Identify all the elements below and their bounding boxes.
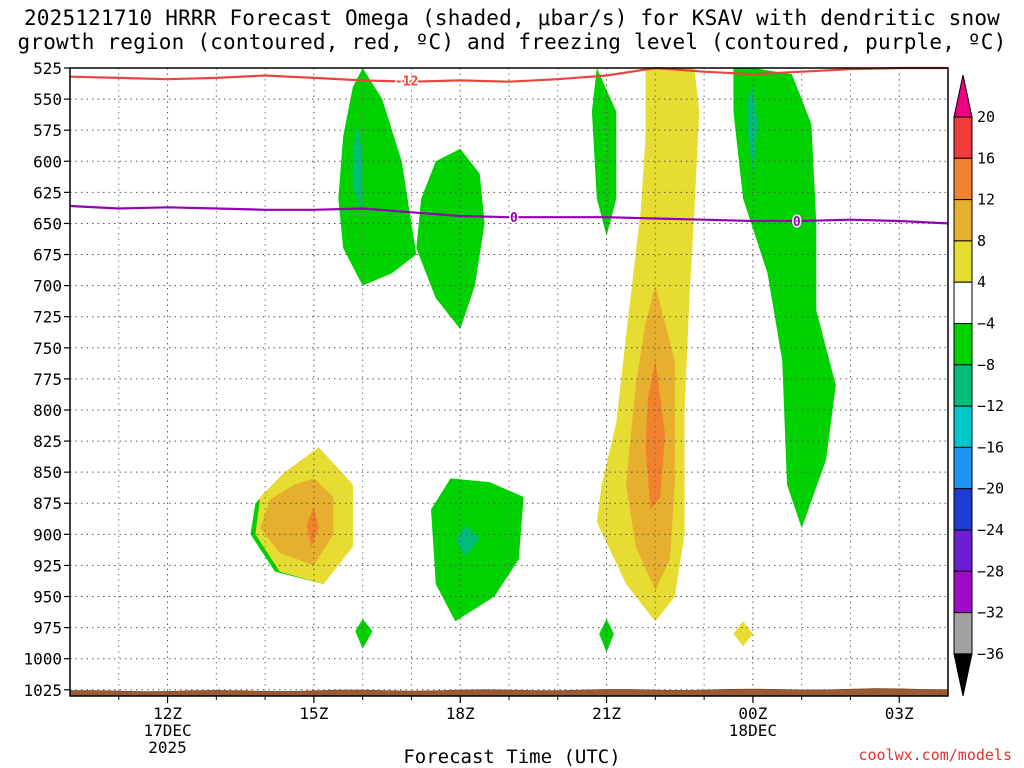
colorbar-bin-3 <box>953 240 973 283</box>
omega-region-12 <box>260 478 334 566</box>
x-tick-label-21Z: 21Z <box>592 704 621 723</box>
omega-shading <box>250 68 836 653</box>
y-tick-label-650: 650 <box>33 214 62 233</box>
colorbar: 20 16 12 8 4 −4 −8 −12 −16 −20 −24 −28 −32 −36 <box>953 74 1004 697</box>
freezing-level-label-1: 0 <box>793 215 801 230</box>
ground-band <box>69 688 949 697</box>
omega-region-15 <box>352 124 363 211</box>
x-tick-year-12Z: 2025 <box>148 738 187 757</box>
y-tick-label-1025: 1025 <box>23 681 62 700</box>
colorbar-bin-10 <box>953 529 973 572</box>
colorbar-bin-11 <box>953 570 973 614</box>
chart-title: 2025121710 HRRR Forecast Omega (shaded, … <box>0 6 1024 54</box>
y-tick-label-750: 750 <box>33 339 62 358</box>
x-axis-title: Forecast Time (UTC) <box>403 746 621 768</box>
colorbar-bin-2 <box>953 199 973 242</box>
colorbar-bottom-arrow <box>953 653 973 697</box>
y-tick-label-700: 700 <box>33 277 62 296</box>
title-line-2: growth region (contoured, red, ºC) and f… <box>17 30 1007 54</box>
colorbar-label-11: −28 <box>977 562 1004 580</box>
omega-region-1 <box>416 148 485 330</box>
y-tick-label-850: 850 <box>33 463 62 482</box>
colorbar-label-13: −36 <box>977 645 1004 663</box>
x-tick-date-12Z: 17DEC <box>143 721 191 740</box>
x-tick-label-15Z: 15Z <box>299 704 328 723</box>
colorbar-label-3: 8 <box>977 232 986 250</box>
colorbar-bin-4 <box>953 281 973 325</box>
colorbar-bin-12 <box>953 612 973 655</box>
omega-region-3 <box>431 478 524 622</box>
colorbar-label-0: 20 <box>977 108 995 126</box>
y-tick-label-1000: 1000 <box>23 650 62 669</box>
colorbar-top-arrow <box>953 74 973 118</box>
freezing-level-label-0: 0 <box>510 211 518 226</box>
y-tick-label-825: 825 <box>33 432 62 451</box>
x-tick-label-18Z: 18Z <box>446 704 475 723</box>
dgz-contour-line <box>69 66 948 83</box>
colorbar-label-8: −16 <box>977 438 1004 456</box>
y-tick-label-575: 575 <box>33 121 62 140</box>
omega-region-14 <box>306 507 319 547</box>
colorbar-bin-0 <box>953 116 973 159</box>
y-axis: 525 550 575 600 625 650 675 700 725 750 775 800 825 8… <box>23 59 70 700</box>
y-tick-label-725: 725 <box>33 308 62 327</box>
omega-region-0 <box>338 68 417 286</box>
colorbar-label-2: 12 <box>977 191 995 209</box>
colorbar-label-5: −4 <box>977 315 995 333</box>
y-tick-label-950: 950 <box>33 588 62 607</box>
colorbar-bin-5 <box>953 323 973 366</box>
x-tick-label-12Z: 12Z <box>153 704 182 723</box>
colorbar-bin-6 <box>953 364 973 407</box>
y-tick-label-525: 525 <box>33 59 62 78</box>
y-tick-label-975: 975 <box>33 619 62 638</box>
colorbar-label-10: −24 <box>977 521 1004 539</box>
y-tick-label-800: 800 <box>33 401 62 420</box>
y-tick-label-875: 875 <box>33 494 62 513</box>
title-line-1: 2025121710 HRRR Forecast Omega (shaded, … <box>23 6 1001 30</box>
omega-region-17 <box>455 525 480 557</box>
credit-link[interactable]: coolwx.com/models <box>858 746 1012 764</box>
y-tick-label-900: 900 <box>33 525 62 544</box>
y-tick-label-925: 925 <box>33 556 62 575</box>
colorbar-label-12: −32 <box>977 604 1004 622</box>
omega-region-13 <box>645 360 666 510</box>
ground-surface <box>69 688 949 697</box>
y-tick-label-775: 775 <box>33 370 62 389</box>
y-tick-label-550: 550 <box>33 90 62 109</box>
omega-region-6 <box>591 68 617 236</box>
y-tick-label-600: 600 <box>33 152 62 171</box>
colorbar-label-4: 4 <box>977 273 986 291</box>
contours: -12 0 0 <box>69 66 949 231</box>
colorbar-bin-9 <box>953 488 973 531</box>
colorbar-label-1: 16 <box>977 149 995 167</box>
dgz-contour-label: -12 <box>395 74 418 89</box>
freezing-level-line <box>69 204 949 225</box>
omega-region-7 <box>733 68 836 529</box>
x-tick-label-00Z: 00Z <box>738 704 767 723</box>
colorbar-bin-1 <box>953 157 973 201</box>
x-tick-date-00Z: 18DEC <box>729 721 777 740</box>
y-tick-label-625: 625 <box>33 183 62 202</box>
x-tick-label-03Z: 03Z <box>885 704 914 723</box>
colorbar-bin-7 <box>953 405 973 448</box>
colorbar-label-9: −20 <box>977 480 1004 498</box>
colorbar-label-6: −8 <box>977 356 995 374</box>
y-tick-label-675: 675 <box>33 246 62 265</box>
omega-region-4 <box>355 618 373 649</box>
colorbar-label-7: −12 <box>977 397 1004 415</box>
colorbar-bin-8 <box>953 446 973 490</box>
omega-region-9 <box>733 621 753 647</box>
